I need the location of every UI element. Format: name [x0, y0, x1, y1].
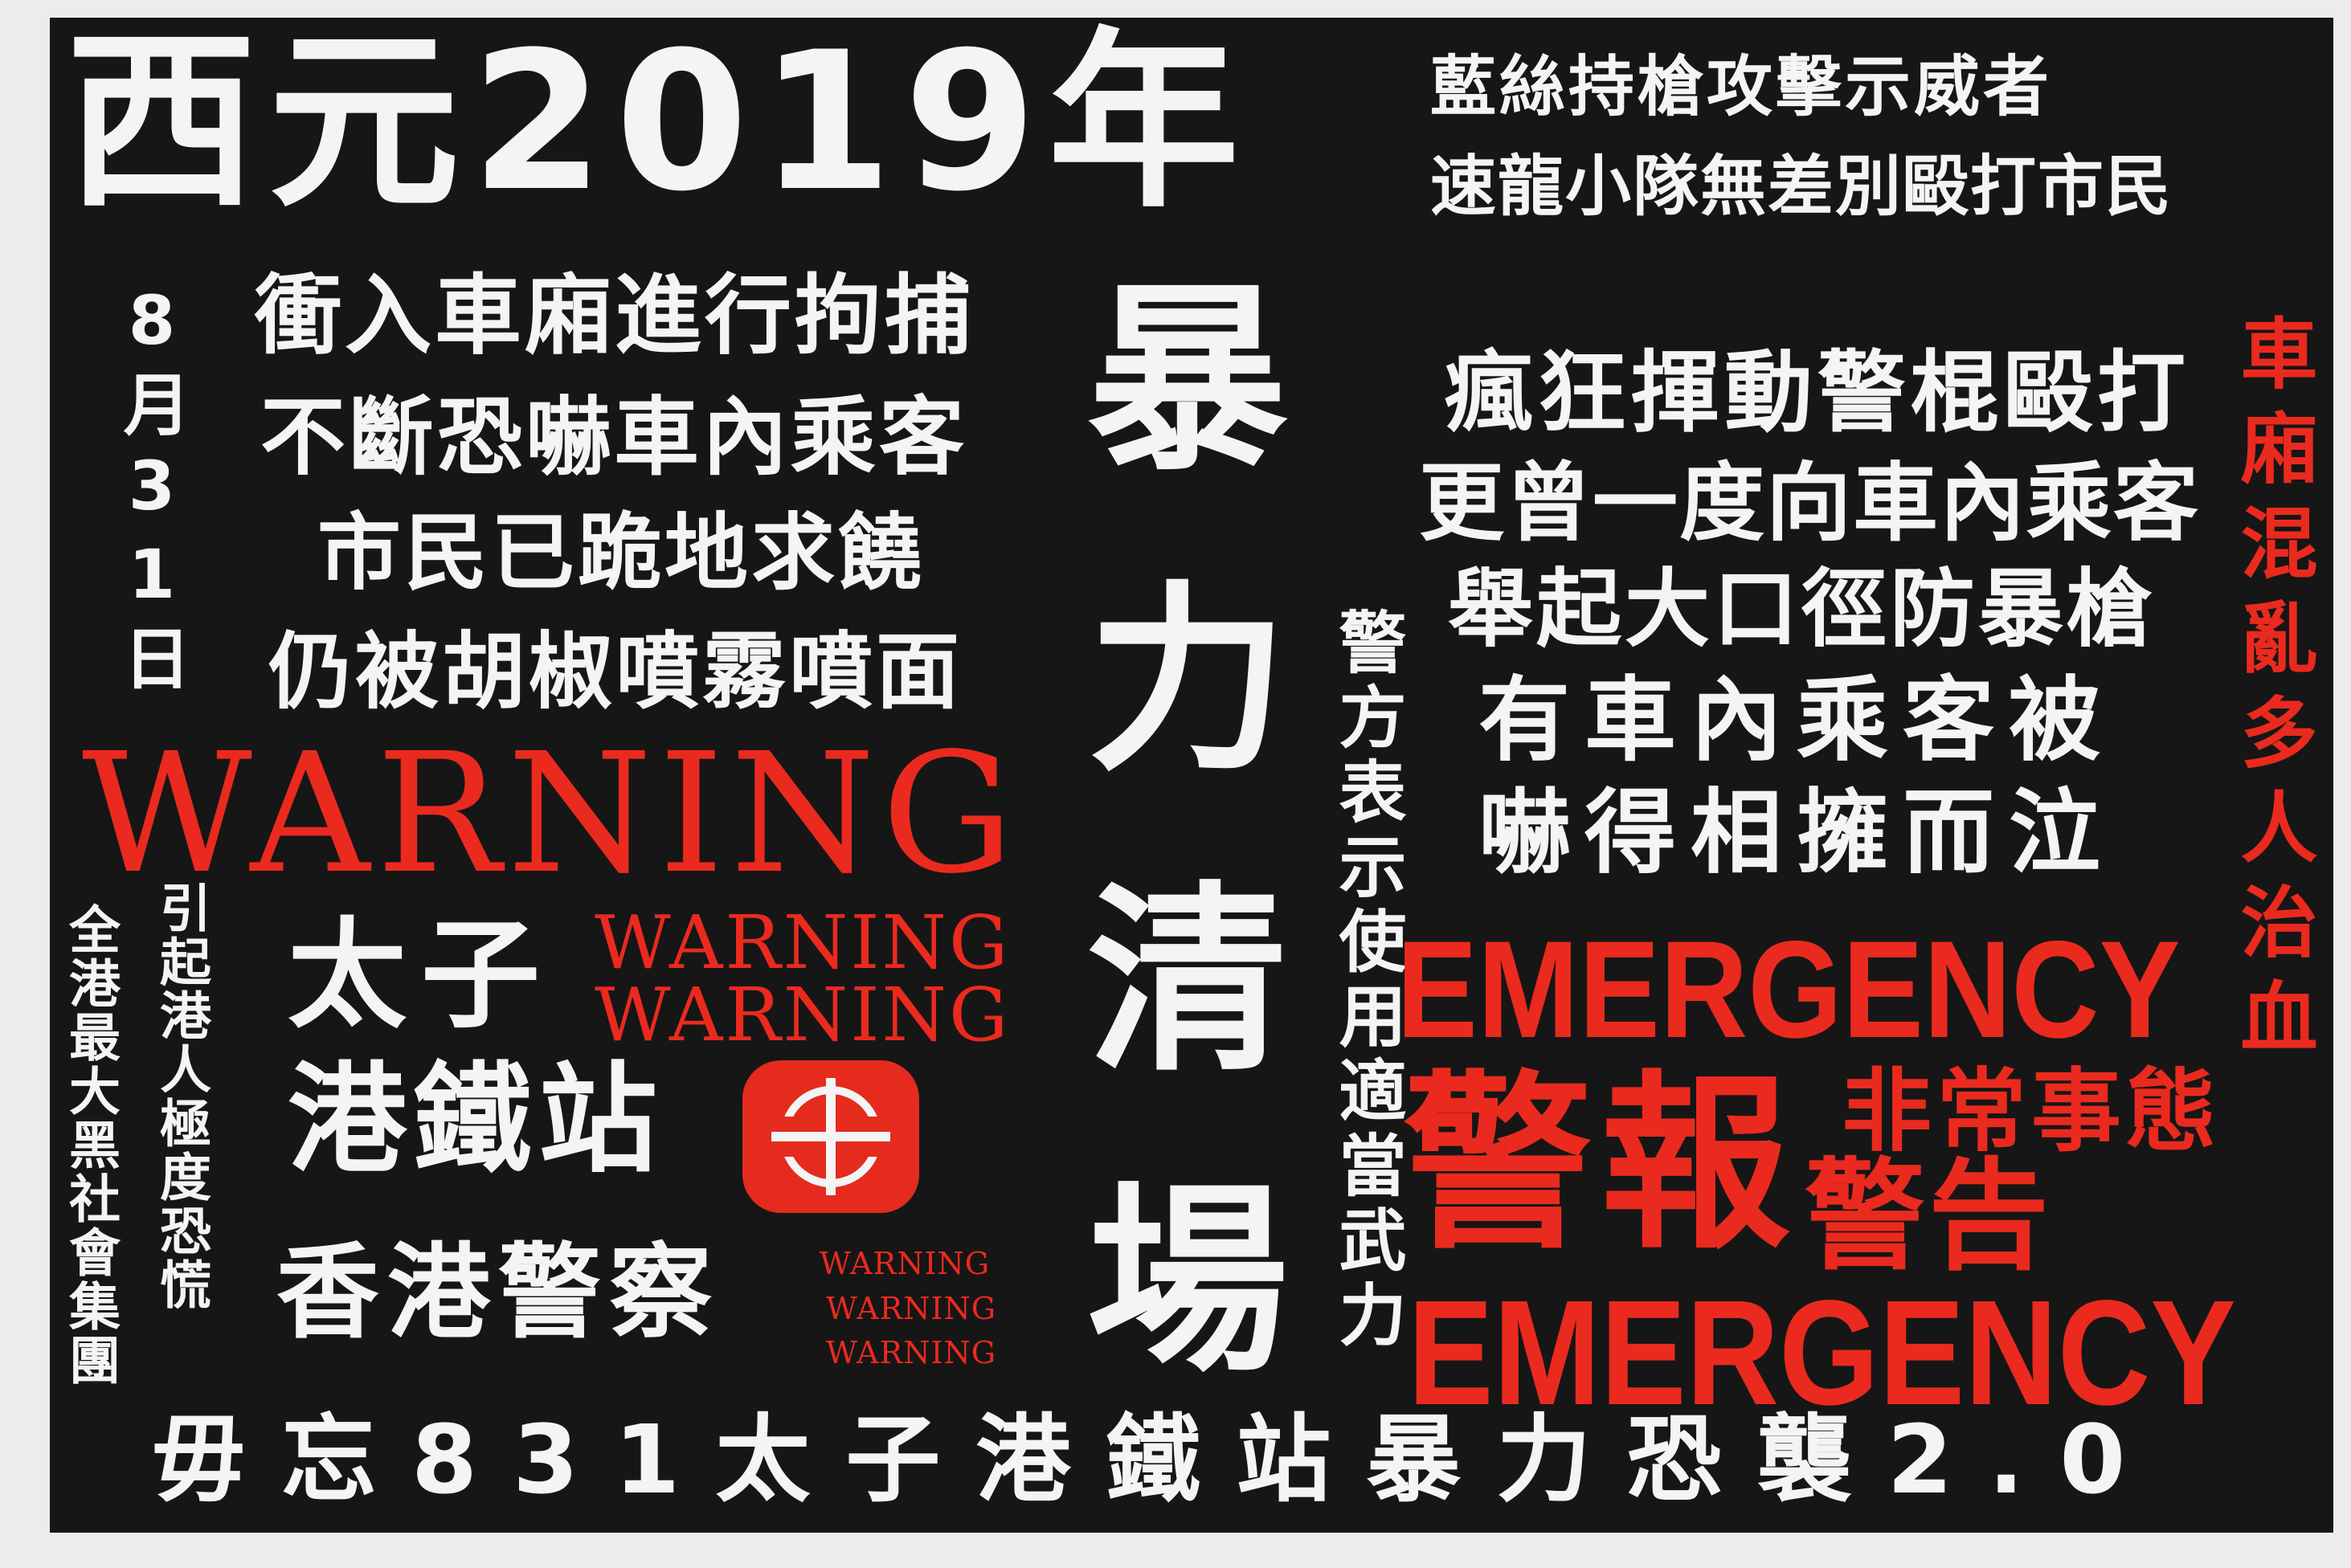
warning-tiny-1: WARNING: [820, 1246, 991, 1281]
mtr-logo-glyph: [771, 1078, 890, 1195]
warning-small-2: WARNING: [595, 972, 1011, 1058]
mtr-logo-icon: [742, 1060, 919, 1213]
footer: 毋忘831太子港鐵站暴力恐襲2.0: [151, 1404, 2161, 1515]
emergency-bottom: EMERGENCY: [1408, 1270, 2236, 1436]
right-line-2: 更曾一度向車內乘客: [1419, 454, 2200, 553]
emergency-top: EMERGENCY: [1396, 913, 2181, 1067]
poster: 西元2019年 藍絲持槍攻擊示威者 速龍小隊無差別毆打市民 8月31日 衝入車廂…: [50, 18, 2333, 1533]
title-year: 西元2019年: [66, 18, 1251, 234]
right-line-1: 瘋狂揮動警棍毆打: [1445, 341, 2190, 444]
title-line-1: 藍絲持槍攻擊示威者: [1430, 49, 2053, 125]
alarm-small-top: 非常事態: [1842, 1060, 2221, 1164]
alarm-small-bottom: 警告: [1805, 1147, 2053, 1287]
warning-big: WARNING: [82, 717, 1020, 910]
right-line-5: 嚇得相擁而泣: [1478, 779, 2116, 886]
title-line-2: 速龍小隊無差別毆打市民: [1430, 149, 2173, 225]
center-vertical: 暴力清場: [1053, 273, 1286, 1475]
date-vertical: 8月31日: [112, 281, 191, 700]
warning-tiny-2: WARNING: [826, 1291, 997, 1326]
warning-small-1: WARNING: [595, 900, 1011, 986]
station-line-2: 港鐵站: [288, 1051, 664, 1189]
right-line-3: 舉起大口徑防暴槍: [1448, 560, 2155, 659]
left-vertical-1: 全港最大黑社會集團: [60, 903, 120, 1387]
right-red-vertical: 車廂混亂多人治血: [2227, 313, 2317, 1072]
left-vertical-2: 引起港人極度恐慌: [151, 881, 211, 1312]
left-line-2: 不斷恐嚇車內乘客: [260, 388, 967, 487]
left-line-3: 市民已跪地求饒: [317, 504, 926, 602]
left-line-1: 衝入車廂進行拘捕: [255, 266, 975, 366]
station-line-1: 太子: [288, 906, 554, 1044]
left-line-4: 仍被胡椒噴霧噴面: [268, 623, 963, 721]
police-name: 香港警察: [276, 1233, 721, 1353]
police-vertical: 警方表示使用適當武力: [1328, 607, 1407, 1354]
warning-tiny-3: WARNING: [826, 1335, 997, 1370]
right-line-4: 有車內乘客被: [1478, 667, 2116, 774]
alarm-big: 警報: [1403, 1054, 1799, 1275]
